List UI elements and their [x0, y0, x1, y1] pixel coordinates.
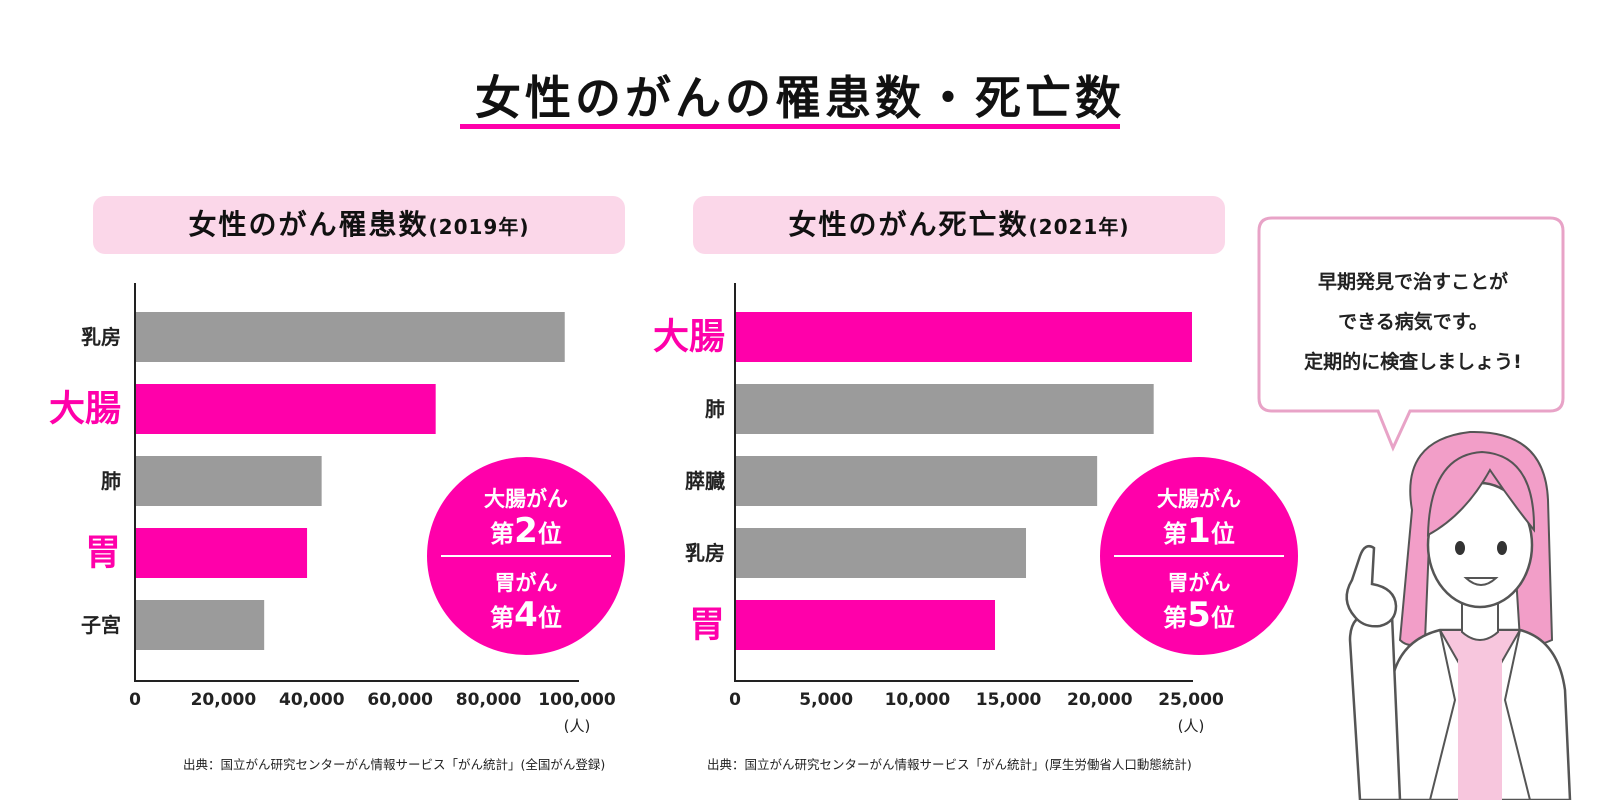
badge-top-name: 大腸がん	[1157, 487, 1241, 511]
incidence-rank-badge: 大腸がん 第2位 胃がん 第4位	[427, 457, 625, 655]
badge-divider	[1114, 555, 1284, 557]
badge-bottom-prefix: 第	[490, 604, 515, 632]
mortality-rank-badge: 大腸がん 第1位 胃がん 第5位	[1100, 457, 1298, 655]
bar	[736, 600, 996, 650]
badge-top-rank: 第2位	[427, 511, 625, 551]
x-tick-label: 10,000	[885, 690, 951, 710]
badge-bottom-name: 胃がん	[1167, 571, 1231, 595]
x-tick-label: 15,000	[976, 690, 1042, 710]
badge-bottom-number: 5	[1187, 595, 1211, 635]
x-tick-label: 100,000	[538, 690, 616, 710]
mortality-chart-header: 女性のがん死亡数(2021年)	[693, 196, 1225, 254]
badge-bottom-rank: 第5位	[1100, 595, 1298, 635]
badge-bottom-prefix: 第	[1163, 604, 1188, 632]
badge-bottom-name: 胃がん	[494, 571, 558, 595]
bar	[736, 312, 1192, 362]
bar	[736, 456, 1098, 506]
badge-top-name: 大腸がん	[484, 487, 568, 511]
bubble-line: できる病気です。	[1338, 311, 1488, 333]
x-tick-label: 40,000	[279, 690, 345, 710]
x-unit-label: (人)	[564, 717, 591, 735]
badge-top-prefix: 第	[490, 520, 515, 548]
badge-bottom-suffix: 位	[1210, 604, 1235, 632]
bar	[136, 312, 565, 362]
badge-top-number: 1	[1187, 511, 1211, 551]
mortality-source-note: 出典：国立がん研究センターがん情報サービス「がん統計」(厚生労働省人口動態統計)	[707, 757, 1192, 772]
category-label: 乳房	[81, 325, 121, 349]
x-unit-label: (人)	[1178, 717, 1205, 735]
badge-divider	[441, 555, 611, 557]
badge-bottom-number: 4	[514, 595, 538, 635]
bar	[736, 528, 1027, 578]
category-label: 胃	[689, 605, 725, 646]
category-label: 肺	[101, 469, 121, 493]
x-tick-label: 60,000	[367, 690, 433, 710]
x-tick-label: 80,000	[456, 690, 522, 710]
bar	[136, 528, 308, 578]
badge-top-number: 2	[514, 511, 538, 551]
bar	[136, 600, 265, 650]
incidence-source-note: 出典：国立がん研究センターがん情報サービス「がん統計」(全国がん登録)	[183, 757, 606, 772]
badge-top-suffix: 位	[1210, 520, 1235, 548]
category-label: 胃	[85, 533, 121, 574]
x-tick-label: 0	[729, 690, 741, 710]
category-label: 膵臓	[685, 469, 725, 493]
bar	[736, 384, 1154, 434]
x-tick-label: 25,000	[1158, 690, 1224, 710]
x-tick-label: 5,000	[799, 690, 853, 710]
bar	[136, 456, 322, 506]
badge-bottom-rank: 第4位	[427, 595, 625, 635]
badge-top-rank: 第1位	[1100, 511, 1298, 551]
bubble-line: 早期発見で治すことが	[1317, 271, 1508, 293]
badge-top-suffix: 位	[537, 520, 562, 548]
incidence-chart-title: 女性のがん罹患数	[188, 208, 429, 241]
category-label: 大腸	[49, 389, 121, 430]
bar	[136, 384, 436, 434]
mortality-chart-title: 女性のがん死亡数	[788, 208, 1029, 241]
badge-top-prefix: 第	[1163, 520, 1188, 548]
category-label: 肺	[705, 397, 725, 421]
x-tick-label: 20,000	[1067, 690, 1133, 710]
x-tick-label: 0	[129, 690, 141, 710]
bubble-line: 定期的に検査しましょう!	[1304, 351, 1522, 373]
speech-bubble-text: 早期発見で治すことが できる病気です。 定期的に検査しましょう!	[1264, 262, 1562, 382]
title-underline	[460, 124, 1120, 129]
incidence-chart-year: (2019年)	[428, 215, 530, 239]
mortality-chart-year: (2021年)	[1028, 215, 1130, 239]
page-title: 女性のがんの罹患数・死亡数	[475, 71, 1125, 125]
category-label: 大腸	[653, 317, 725, 358]
incidence-chart-header: 女性のがん罹患数(2019年)	[93, 196, 625, 254]
category-label: 子宮	[81, 613, 121, 637]
category-label: 乳房	[685, 541, 725, 565]
badge-bottom-suffix: 位	[537, 604, 562, 632]
x-tick-label: 20,000	[191, 690, 257, 710]
